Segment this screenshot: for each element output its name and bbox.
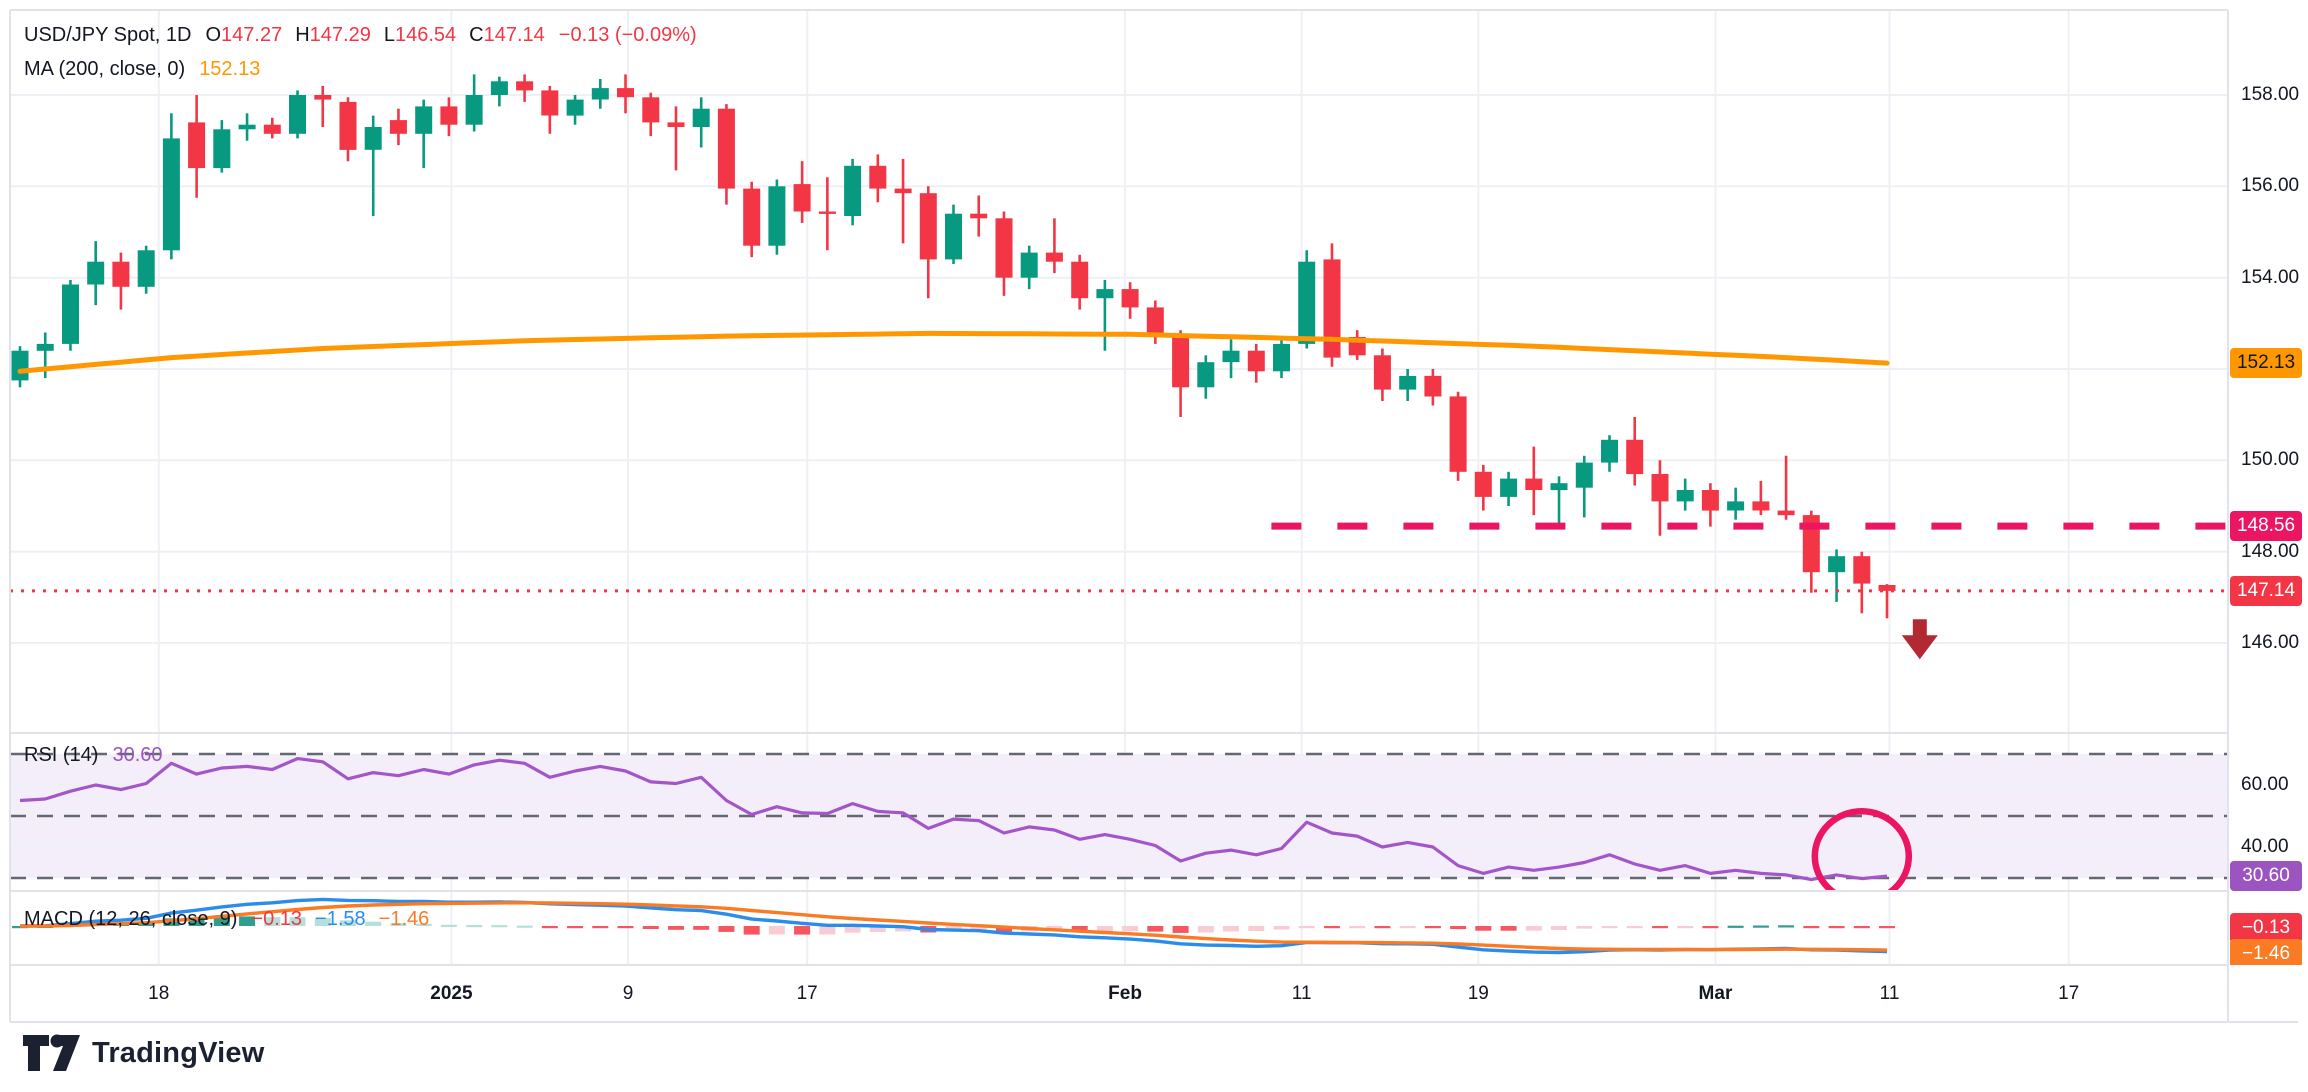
ohlc-pair: H147.29 (295, 24, 371, 46)
rsi-value-badge: 30.60 (2230, 861, 2302, 892)
time-axis-label: 17 (2058, 983, 2080, 1004)
ohlc-values: O147.27 H147.29 L146.54 C147.14 (205, 24, 544, 47)
down-arrow-marker[interactable] (1901, 619, 1938, 660)
ma-value-badge: 152.13 (2230, 348, 2302, 379)
price-tick-label: 156.00 (2241, 175, 2300, 197)
price-tick-label: 146.00 (2241, 632, 2300, 653)
time-axis-label: 18 (148, 983, 170, 1004)
macd-legend-row[interactable]: MACD (12, 26, close, 9) −0.13 −1.58 −1.46 (24, 908, 429, 931)
macd-line (19, 897, 1888, 955)
ma-legend-title: MA (200, close, 0) (24, 58, 186, 80)
price-gridlines (10, 94, 2228, 644)
macd-legend-values: −0.13 −1.58 −1.46 (251, 908, 429, 931)
rsi-legend-row[interactable]: RSI (14) 30.60 (24, 744, 163, 767)
macd-legend-value: −1.58 (315, 908, 366, 930)
candles-layer (11, 74, 1896, 619)
price-tick-label: 158.00 (2241, 84, 2300, 105)
brand-name: TradingView (92, 1036, 265, 1069)
ma-legend-row[interactable]: MA (200, close, 0) 152.13 (24, 58, 260, 81)
ohlc-pair: C147.14 (469, 24, 545, 46)
time-axis-label: 17 (796, 983, 818, 1004)
resistance-badge: 148.56 (2230, 511, 2302, 542)
symbol-legend-row[interactable]: USD/JPY Spot, 1D O147.27 H147.29 L146.54 C1… (24, 24, 697, 47)
price-tick-label: 150.00 (2241, 449, 2300, 471)
macd-signal-badge: −1.46 (2230, 938, 2302, 965)
price-tick-label: 148.00 (2241, 540, 2300, 562)
macd-legend-value: −0.13 (251, 908, 303, 930)
time-scale[interactable]: 18 2025 9 17 Feb 11 19 Mar 11 17 (0, 965, 2228, 1022)
macd-hist-badge: −0.13 (2230, 913, 2302, 944)
macd-axis-clip: −1.46 (2228, 891, 2308, 965)
ma-legend-value: 152.13 (199, 58, 261, 80)
time-axis-label: 9 (622, 983, 634, 1004)
time-axis-label: 19 (1467, 983, 1489, 1004)
time-axis-label: 2025 (430, 983, 473, 1004)
ohlc-pair: O147.27 (205, 24, 283, 46)
symbol-title: USD/JPY Spot, 1D (24, 24, 192, 46)
ma-200-line (17, 330, 1890, 374)
tradingview-logo[interactable]: TradingView (22, 1034, 265, 1072)
price-tick-label: 40.00 (2241, 836, 2289, 857)
price-tick-label: 154.00 (2241, 266, 2300, 288)
rsi-line (19, 756, 1888, 882)
time-axis-label: 11 (1879, 983, 1900, 1004)
time-axis-label: Feb (1108, 983, 1142, 1004)
rsi-legend-title: RSI (14) (24, 744, 99, 766)
rsi-highlight-circle (1811, 808, 1913, 891)
price-tick-label: 60.00 (2241, 774, 2289, 795)
time-axis-label: Mar (1698, 983, 1733, 1004)
last-price-badge: 147.14 (2230, 575, 2302, 606)
price-scale[interactable]: 158.00 156.00 154.00 150.00 148.00 146.00 60.0… (2228, 0, 2308, 1022)
ohlc-pair: L146.54 (383, 24, 457, 46)
macd-signal-line (20, 901, 1888, 952)
macd-legend-value: −1.46 (378, 908, 430, 930)
pane-borders (9, 9, 2298, 1023)
rsi-legend-value: 30.60 (112, 744, 163, 766)
macd-legend-title: MACD (12, 26, close, 9) (24, 908, 238, 930)
change-value: −0.13 (−0.09%) (558, 24, 697, 46)
time-axis-label: 11 (1291, 983, 1312, 1004)
tradingview-logo-icon (23, 1034, 80, 1071)
